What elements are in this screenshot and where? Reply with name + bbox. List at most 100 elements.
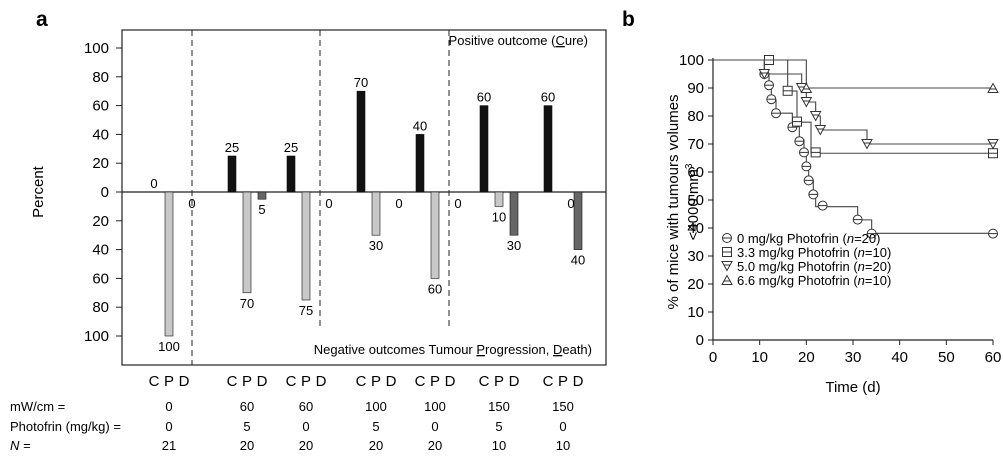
y-tick-label: 0 (696, 332, 704, 349)
bar-progression (494, 191, 504, 207)
y-tick-label: 60 (92, 270, 109, 287)
bar-cure (543, 105, 553, 193)
marker-square (810, 147, 821, 158)
bar-label: 60 (541, 90, 555, 105)
marker-tri-down (800, 97, 813, 108)
x-tick-label: 10 (751, 349, 768, 366)
bar-label: 0 (567, 196, 574, 211)
table-cell: 60 (240, 399, 254, 414)
table-cell: 0 (431, 419, 438, 434)
table-row-label: mW/cm = (10, 399, 65, 414)
legend-entry: 3.3 mg/kg Photofrin (n=10) (737, 245, 891, 260)
table-cell: 20 (299, 438, 313, 453)
y-axis-label-b-line2: <4000 mm3 (684, 163, 702, 240)
y-tick-label: 60 (687, 164, 704, 181)
y-axis-label-a: Percent (30, 165, 47, 218)
marker-circle (794, 136, 805, 147)
table-cell: 0 (165, 399, 172, 414)
bar-letter: C (149, 373, 160, 390)
table-cell: 20 (240, 438, 254, 453)
marker-circle (803, 175, 814, 186)
legend-entry: 5.0 mg/kg Photofrin (n=20) (737, 259, 891, 274)
bar-label: 30 (369, 238, 383, 253)
y-axis-a: 100 80 60 40 20 0 20 40 60 80 100 (84, 40, 122, 345)
bar-cure (356, 90, 366, 193)
bar-letter: D (179, 373, 190, 390)
x-axis-label-b: Time (d) (825, 379, 880, 396)
marker-circle (766, 94, 777, 105)
marker-circle (764, 80, 774, 91)
bar-label: 40 (571, 253, 585, 268)
marker-tri-down (987, 139, 999, 150)
table-cell: 100 (424, 399, 446, 414)
x-tick-label: 50 (938, 349, 955, 366)
km-curve-square (713, 59, 993, 154)
legend-marker-square (722, 247, 732, 257)
y-tick-label: 80 (92, 69, 109, 86)
table-cell: 150 (488, 399, 510, 414)
bar-letter: C (227, 373, 238, 390)
bar-progression (164, 191, 174, 337)
bar-letter: P (558, 373, 568, 390)
y-tick-label: 50 (687, 192, 704, 209)
marker-circle (771, 108, 781, 119)
panel-b: b 0 10 20 30 40 50 60 0 10 20 30 40 50 60 70 80 90 100 % … (622, 8, 1001, 396)
bar-label: 100 (158, 339, 180, 354)
bar-label: 0 (188, 196, 195, 211)
bar-letter: D (445, 373, 456, 390)
axes-b: 0 10 20 30 40 50 60 0 10 20 30 40 50 60 70 80 90 100 (679, 52, 1001, 366)
bar-cure (415, 134, 425, 193)
y-tick-label: 80 (92, 299, 109, 316)
bar-label: 25 (225, 140, 239, 155)
bar-death (509, 191, 519, 236)
annotation-positive: Positive outcome (Cure) (449, 33, 588, 48)
bar-progression (371, 191, 381, 236)
table-cell: 0 (302, 419, 309, 434)
legend-marker-tri-down (721, 261, 733, 272)
marker-square (988, 148, 998, 159)
bar-label: 70 (354, 75, 368, 90)
y-tick-label: 60 (92, 98, 109, 115)
table-cell: 20 (369, 438, 383, 453)
table-row-label: Photofrin (mg/kg) = (10, 419, 121, 434)
bar-label: 0 (325, 196, 332, 211)
y-tick-label: 20 (92, 213, 109, 230)
y-tick-label: 40 (92, 242, 109, 259)
y-tick-label: 100 (84, 328, 109, 345)
bar-letter: D (316, 373, 327, 390)
table-cell: 20 (428, 438, 442, 453)
y-tick-label: 100 (679, 52, 704, 69)
marker-circle (801, 161, 812, 172)
bar-cure (286, 155, 296, 193)
table-cell: 5 (243, 419, 250, 434)
bar-letter: P (301, 373, 311, 390)
km-curve-tri-up (713, 59, 993, 89)
y-tick-label: 10 (687, 304, 704, 321)
bar-letter: C (286, 373, 297, 390)
bar-letter: C (356, 373, 367, 390)
table-row-label: N = (10, 438, 31, 453)
bar-label: 5 (258, 202, 265, 217)
legend-b: 0 mg/kg Photofrin (n=20)3.3 mg/kg Photof… (721, 231, 891, 288)
group-separators (191, 30, 450, 365)
y-tick-label: 30 (687, 248, 704, 265)
x-tick-label: 60 (985, 349, 1002, 366)
bar-label: 0 (150, 176, 157, 191)
marker-square (782, 85, 793, 96)
y-tick-label: 0 (101, 184, 109, 201)
panel-a-label: a (36, 8, 48, 31)
marker-tri-down (861, 139, 873, 150)
y-tick-label: 40 (92, 126, 109, 143)
bar-letter: D (257, 373, 268, 390)
y-tick-label: 100 (84, 40, 109, 57)
bar-death (257, 191, 267, 200)
marker-tri-down (809, 111, 822, 122)
table-cell: 100 (365, 399, 387, 414)
panel-a-frame (121, 29, 607, 366)
bar-label: 0 (395, 196, 402, 211)
table-cell: 10 (556, 438, 570, 453)
marker-circle (988, 228, 998, 239)
marker-circle (808, 189, 819, 200)
bar-label: 60 (477, 90, 491, 105)
